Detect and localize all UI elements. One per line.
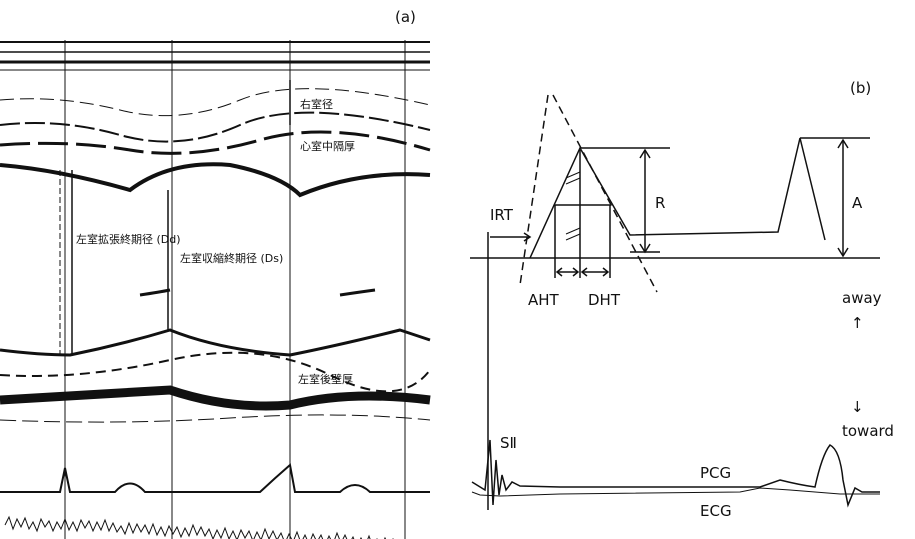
panel-label: (a) xyxy=(395,8,416,26)
label: ↑ xyxy=(851,314,864,332)
label: R xyxy=(655,194,665,212)
annotation: 左室後壁厚 xyxy=(298,372,353,386)
label: IRT xyxy=(490,206,514,224)
label: PCG xyxy=(700,464,731,482)
label: ↓ xyxy=(851,398,864,416)
doppler-envelope xyxy=(530,138,825,258)
annotation: 左室拡張終期径 (Dd) xyxy=(76,232,181,246)
equal-mark xyxy=(566,172,580,240)
mitral-echo xyxy=(140,290,375,295)
ecg-trace xyxy=(472,488,880,496)
panel-a xyxy=(0,40,430,539)
slope-line xyxy=(520,95,548,285)
time-guide xyxy=(555,150,610,278)
annotation: 右室径 xyxy=(300,97,333,111)
label: DHT xyxy=(588,291,621,309)
label: toward xyxy=(842,422,894,440)
figure: (a) 右室径 心室中隔厚 左室拡張終期径 (Dd) 左室収縮終期径 (Ds) … xyxy=(0,0,915,539)
panel-label: (b) xyxy=(850,79,871,97)
label: SⅡ xyxy=(500,434,517,452)
label: AHT xyxy=(528,291,560,309)
slope-line xyxy=(553,95,657,292)
label: A xyxy=(852,194,863,212)
annotation: 心室中隔厚 xyxy=(300,139,355,153)
label: away xyxy=(842,289,882,307)
label: ECG xyxy=(700,502,732,520)
annotation: 左室収縮終期径 (Ds) xyxy=(180,251,283,265)
